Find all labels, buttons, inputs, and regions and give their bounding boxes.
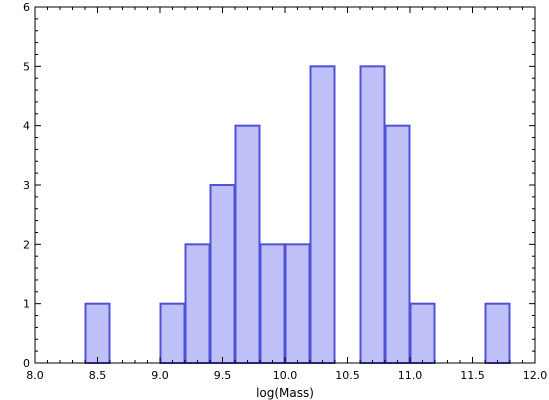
- y-tick-label: 5: [23, 60, 30, 73]
- x-tick-label: 8.5: [89, 369, 107, 382]
- histogram-bar: [159, 302, 186, 364]
- x-tick-label: 12.0: [523, 369, 548, 382]
- histogram-bar: [384, 124, 411, 364]
- x-tick-label: 11.0: [398, 369, 423, 382]
- x-tick-label: 10.5: [335, 369, 360, 382]
- y-ticks-group: 0 1 2 3 4 5 6: [23, 1, 535, 370]
- x-tick-label: 9.0: [151, 369, 169, 382]
- y-tick-label: 2: [23, 238, 30, 251]
- x-tick-label: 9.5: [214, 369, 232, 382]
- histogram-bar: [84, 302, 111, 364]
- histogram-bar: [284, 243, 311, 364]
- histogram-bar: [409, 302, 436, 364]
- histogram-bar: [259, 243, 286, 364]
- histogram-bar: [209, 184, 236, 364]
- x-tick-label: 11.5: [460, 369, 485, 382]
- y-tick-label: 3: [23, 179, 30, 192]
- y-tick-label: 1: [23, 298, 30, 311]
- x-tick-label: 8.0: [26, 369, 44, 382]
- x-tick-label: 10.0: [273, 369, 298, 382]
- x-axis-label: log(Mass): [256, 386, 314, 400]
- histogram-bar: [484, 302, 511, 364]
- histogram-bar: [184, 243, 211, 364]
- x-ticks-group: 8.0 8.5 9.0 9.5 10.0 10.5 11.0 11.5 12.0: [26, 7, 547, 382]
- bars-group: [84, 65, 511, 364]
- y-tick-label: 4: [23, 120, 30, 133]
- y-tick-label: 6: [23, 1, 30, 14]
- y-tick-label: 0: [23, 357, 30, 370]
- histogram-bar: [234, 124, 261, 364]
- histogram-bar: [359, 65, 386, 364]
- histogram-bar: [309, 65, 336, 364]
